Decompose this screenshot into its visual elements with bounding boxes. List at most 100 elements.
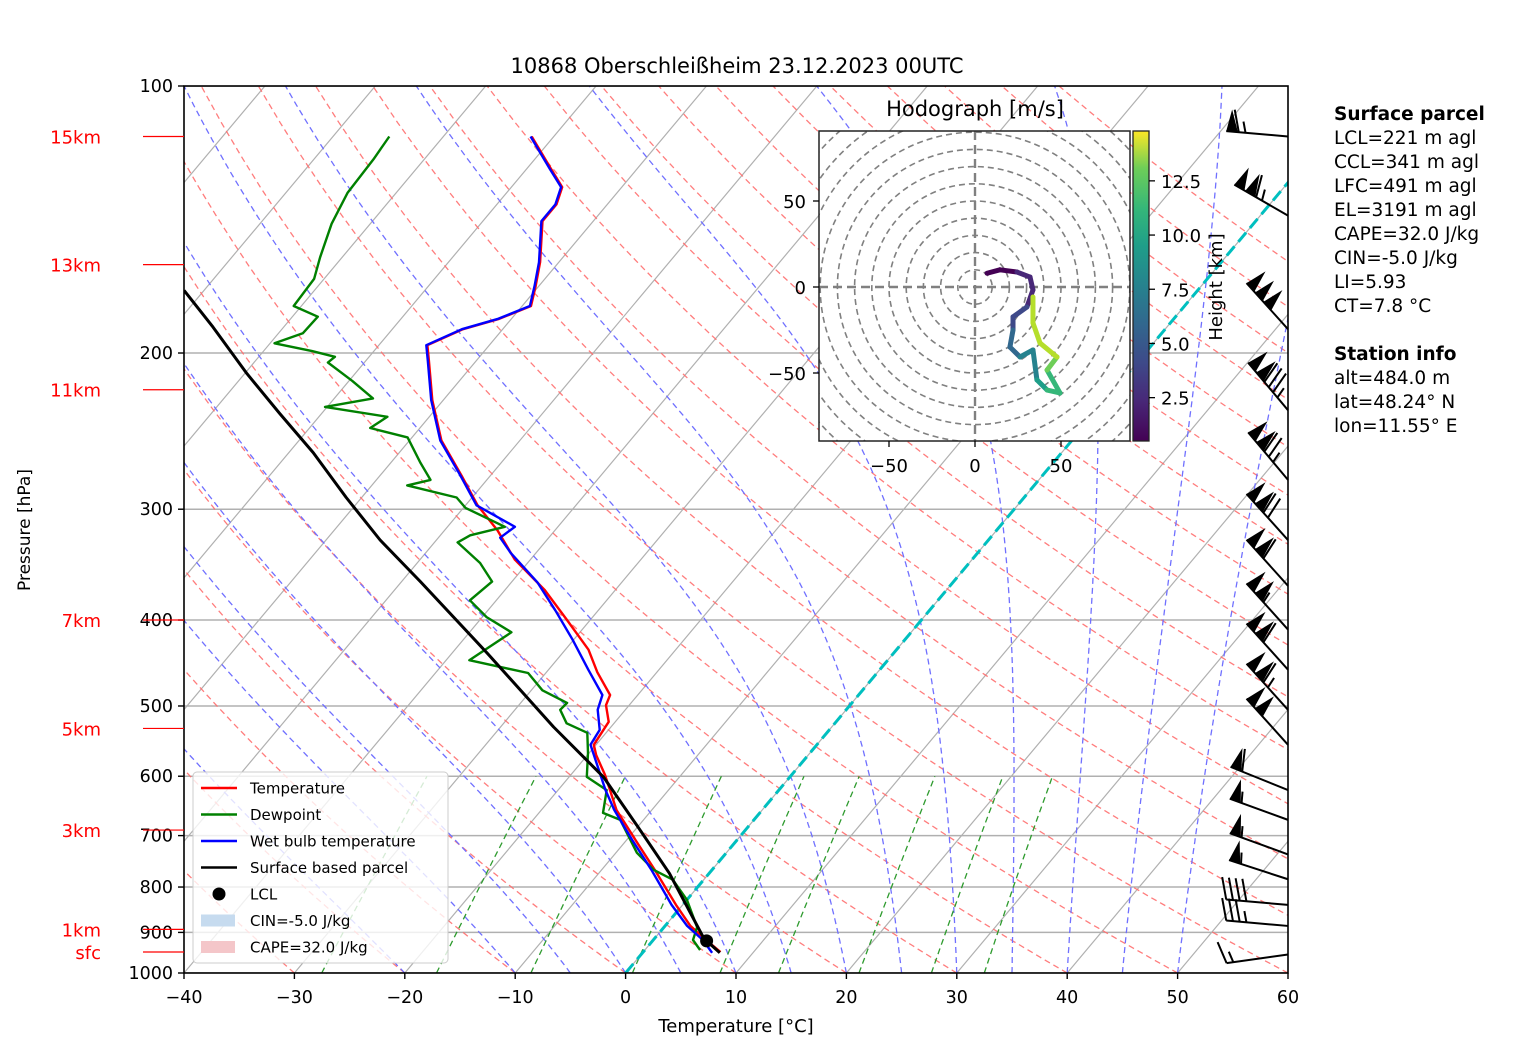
isotherm — [184, 86, 707, 711]
legend-label: Surface based parcel — [250, 859, 408, 877]
y-tick-label: 100 — [140, 77, 173, 97]
barb-full — [1267, 497, 1282, 519]
wind-barb — [1216, 941, 1289, 965]
freezing-line — [624, 180, 1288, 973]
lfc-value: LFC=491 m agl — [1334, 176, 1477, 197]
dry-adiabat — [429, 86, 1288, 805]
moist-adiabat — [1121, 86, 1223, 973]
y-tick-label: 200 — [140, 344, 173, 364]
hodograph-segment — [1037, 340, 1060, 360]
mixing-ratio-line — [930, 775, 1004, 973]
surface-based-parcel-line — [184, 289, 721, 954]
barb-flag — [1226, 109, 1238, 133]
wind-barb — [1229, 779, 1289, 821]
barb-flag — [1229, 840, 1241, 864]
height-marker-label: 15km — [50, 127, 101, 148]
barb-flag — [1229, 779, 1242, 803]
dewpoint-line — [273, 135, 702, 951]
temperature-line — [426, 135, 722, 953]
barb-flag — [1254, 537, 1274, 558]
barb-shaft — [1245, 582, 1289, 631]
x-tick-label: −40 — [166, 988, 203, 1008]
barb-flag — [1248, 421, 1268, 442]
wind-barb — [1245, 527, 1289, 587]
station-lat: lat=48.24° N — [1334, 392, 1456, 413]
wind-barb — [1228, 840, 1289, 881]
barb-full — [1255, 174, 1263, 198]
barb-shaft — [1245, 539, 1289, 587]
x-tick-label: −10 — [497, 988, 534, 1008]
wind-barb — [1245, 482, 1289, 541]
y-tick-label: 700 — [140, 827, 173, 847]
barb-shaft — [1245, 622, 1289, 671]
height-marker-label: 3km — [62, 821, 101, 842]
colorbar-label: Height [km] — [1206, 233, 1227, 340]
moist-adiabat — [184, 461, 627, 973]
barb-half — [1262, 592, 1271, 603]
cin-value: CIN=-5.0 J/kg — [1334, 248, 1458, 269]
wind-barb — [1245, 271, 1289, 330]
mixing-ratio-line — [435, 775, 537, 973]
isotherm — [184, 86, 487, 447]
moist-adiabat — [284, 86, 848, 973]
station-info-heading: Station info — [1334, 344, 1457, 365]
barb-flag — [1246, 271, 1266, 292]
barb-shaft — [1229, 832, 1289, 856]
barb-half — [1276, 387, 1285, 399]
barb-shaft — [1245, 698, 1289, 746]
barb-flag — [1263, 290, 1283, 311]
colorbar-tick-label: 12.5 — [1161, 172, 1201, 193]
x-tick-label: 30 — [946, 988, 968, 1008]
barb-half — [1227, 951, 1235, 963]
barb-half — [1272, 452, 1281, 463]
li-value: LI=5.93 — [1334, 272, 1407, 293]
wind-barb — [1245, 686, 1289, 746]
wind-barb — [1221, 876, 1289, 906]
dry-adiabat — [184, 265, 958, 973]
el-value: EL=3191 m agl — [1334, 200, 1477, 221]
barb-half — [1240, 791, 1244, 804]
height-marker-label: sfc — [75, 943, 101, 964]
x-tick-label: 50 — [1166, 988, 1188, 1008]
barb-full — [1227, 877, 1234, 901]
ct-value: CT=7.8 °C — [1334, 296, 1432, 317]
barb-flag — [1246, 611, 1266, 633]
barb-flag — [1234, 167, 1249, 191]
barb-flag — [1254, 581, 1274, 602]
wind-barb — [1245, 611, 1289, 671]
colorbar — [1132, 130, 1150, 442]
barb-half — [1242, 121, 1247, 133]
barb-shaft — [1228, 859, 1289, 881]
mixing-ratio-line — [530, 775, 626, 973]
barb-flag — [1246, 571, 1266, 593]
colorbar-tick-label: 10.0 — [1161, 226, 1201, 247]
legend: Temperature Dewpoint Wet bulb temperature S… — [192, 771, 449, 964]
hodograph-x-tick-label: −50 — [870, 456, 908, 477]
y-tick-label: 500 — [140, 697, 173, 717]
y-tick-label: 600 — [140, 767, 173, 787]
barb-flag — [1256, 430, 1276, 451]
station-lon: lon=11.55° E — [1334, 416, 1458, 437]
mixing-ratio-line — [631, 775, 722, 973]
hodograph-segment — [1024, 287, 1036, 310]
moist-adiabat — [588, 86, 958, 973]
barb-shaft — [1229, 797, 1289, 821]
hodograph: Hodograph [m/s] −50 0 50 −50 0 50 2.5 5.0 7.5 10… — [768, 97, 1227, 477]
wind-barb — [1247, 351, 1289, 411]
barb-flag — [1254, 696, 1274, 717]
height-marker-label: 11km — [50, 381, 101, 402]
wind-barb — [1229, 813, 1289, 856]
wet-bulb-temperature-line — [425, 135, 714, 954]
mixing-ratio-line — [777, 775, 860, 973]
x-tick-label: 20 — [835, 988, 857, 1008]
hodograph-x-tick-label: 0 — [969, 456, 980, 477]
barb-full — [1262, 622, 1277, 643]
x-axis: −40 −30 −20 −10 0 10 20 30 40 50 60 — [166, 973, 1299, 1008]
hodograph-segment — [1010, 304, 1030, 320]
legend-label: Dewpoint — [250, 806, 321, 824]
barb-full — [1263, 362, 1279, 383]
isotherm — [956, 576, 1288, 973]
height-marker-label: 13km — [50, 256, 101, 277]
dry-adiabat — [184, 160, 1068, 973]
lcl-value: LCL=221 m agl — [1334, 128, 1477, 149]
